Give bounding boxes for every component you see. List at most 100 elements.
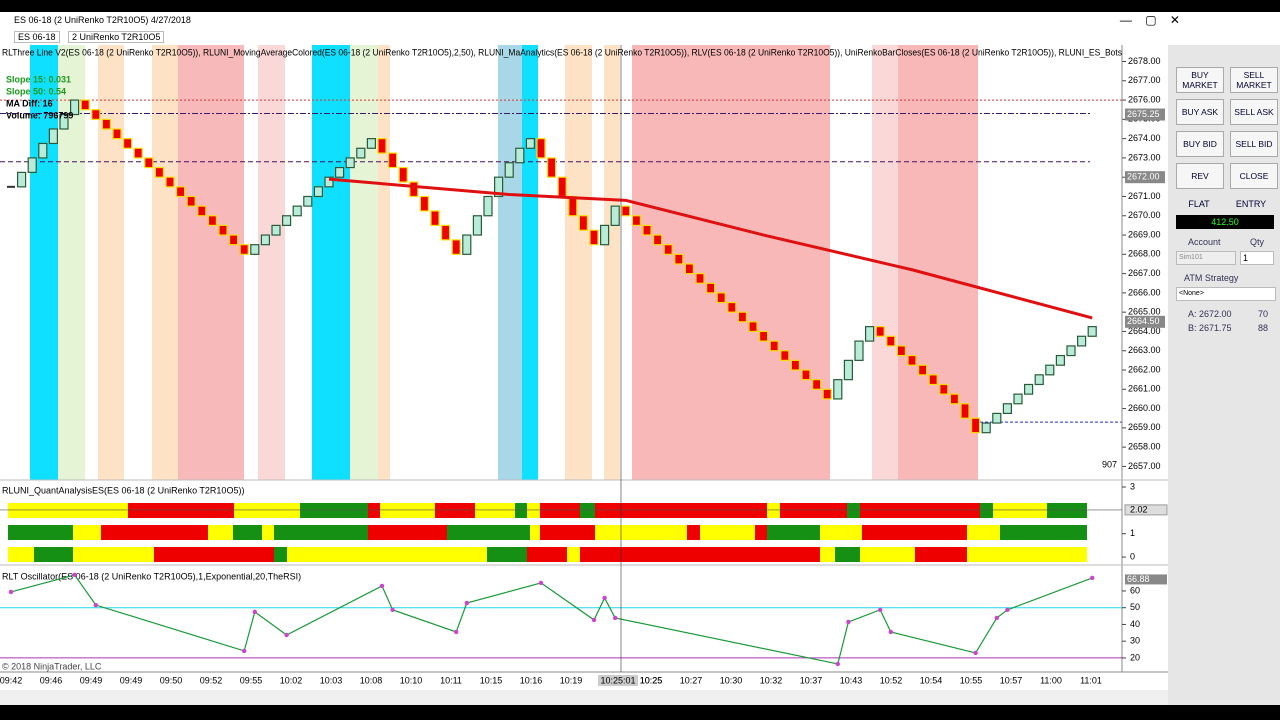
renko-brick (409, 181, 419, 198)
order-button[interactable]: BUY BID (1176, 131, 1224, 157)
panel-title: RLUNI_QuantAnalysisES(ES 06-18 (2 UniRen… (2, 485, 244, 495)
x-tick-label: 10:19 (560, 675, 583, 685)
renko-brick (1013, 393, 1023, 405)
state-cell (767, 525, 820, 540)
background-band (378, 45, 390, 480)
oscillator-point (538, 580, 544, 586)
instrument-selector[interactable]: ES 06-18 (14, 31, 60, 43)
order-button[interactable]: SELL ASK (1230, 99, 1278, 125)
renko-brick (875, 326, 885, 337)
renko-brick (356, 147, 366, 159)
renko-brick (27, 157, 37, 173)
renko-brick (589, 229, 599, 246)
y-tick-label: 2676.00 (1128, 94, 1161, 104)
state-cell (8, 503, 128, 518)
y-tick-label: 2665.00 (1128, 307, 1161, 317)
x-tick-label: 10:32 (760, 675, 783, 685)
y-tick-label: 2662.00 (1128, 364, 1161, 374)
entry-button[interactable]: ENTRY (1235, 199, 1267, 209)
renko-brick (928, 374, 938, 386)
bid-price: B: 2671.75 (1188, 323, 1232, 333)
renko-brick (822, 388, 832, 400)
renko-brick (59, 113, 69, 130)
y-tick-label: 2657.00 (1128, 461, 1161, 471)
oscillator-point (994, 615, 999, 621)
order-button[interactable]: SELL BID (1230, 131, 1278, 157)
renko-brick (282, 215, 292, 226)
qty-input[interactable]: 1 (1240, 251, 1274, 265)
renko-brick (599, 224, 610, 246)
oscillator-point (1005, 607, 1010, 613)
atm-label: ATM Strategy (1184, 273, 1239, 283)
state-cell (300, 503, 368, 518)
state-cell (274, 525, 368, 540)
crosshair-label: 10:25:01 (600, 675, 635, 685)
renko-brick (398, 166, 408, 183)
x-tick-label: 10:25 (640, 675, 663, 685)
renko-brick (843, 359, 854, 381)
y-tick-label: 2661.00 (1128, 384, 1161, 394)
oscillator-point (379, 583, 385, 589)
renko-brick (335, 166, 345, 178)
state-cell (34, 547, 73, 562)
renko-brick (122, 138, 133, 149)
y-tick-label: 3 (1130, 481, 1135, 491)
background-band (632, 45, 830, 480)
y-tick-label: 2669.00 (1128, 229, 1161, 239)
oscillator-point (613, 615, 618, 621)
order-button[interactable]: SELL MARKET (1230, 67, 1278, 93)
title-bar: ES 06-18 (2 UniRenko T2R10O5) 4/27/2018 … (0, 12, 1280, 29)
y-tick-label: 2674.00 (1128, 133, 1161, 143)
order-button[interactable]: BUY MARKET (1176, 67, 1224, 93)
x-tick-label: 10:55 (960, 675, 983, 685)
state-cell (980, 503, 993, 518)
scroll-bar[interactable] (0, 690, 1168, 705)
bar-type-selector[interactable]: 2 UniRenko T2R10O5 (68, 31, 165, 43)
window-controls[interactable]: — ▢ ✕ (1119, 13, 1180, 27)
renko-brick (239, 244, 249, 255)
y-tick-label: 2660.00 (1128, 403, 1161, 413)
renko-brick (748, 321, 758, 333)
order-button[interactable]: REV (1176, 163, 1224, 189)
price-tag (1125, 171, 1165, 184)
renko-brick (716, 292, 726, 304)
qty-label: Qty (1250, 237, 1265, 247)
renko-brick (695, 273, 705, 284)
order-button[interactable]: BUY ASK (1176, 99, 1224, 125)
background-band (565, 45, 592, 480)
flat-button[interactable]: FLAT (1188, 199, 1210, 209)
order-button[interactable]: CLOSE (1230, 163, 1278, 189)
oscillator-point (8, 589, 14, 595)
background-band (312, 45, 350, 480)
state-cell (530, 525, 540, 540)
account-select[interactable]: Sim101 (1176, 251, 1236, 265)
chart: 2678.002677.002676.002675.002674.002673.… (0, 45, 1168, 690)
renko-brick (154, 166, 164, 178)
renko-brick (833, 379, 843, 400)
pnl: 412.50 (1176, 215, 1274, 229)
x-tick-label: 10:02 (280, 675, 303, 685)
renko-brick (801, 369, 811, 381)
y-tick-label: 40 (1130, 619, 1140, 629)
value-tag-label: 2.02 (1130, 504, 1148, 514)
y-tick-label: 2673.00 (1128, 152, 1161, 162)
atm-select[interactable]: <None> (1176, 287, 1276, 301)
x-tick-label: 10:16 (520, 675, 543, 685)
renko-brick (896, 345, 907, 357)
renko-brick (568, 195, 578, 217)
renko-brick (260, 234, 270, 246)
y-tick-label: 2678.00 (1128, 56, 1161, 66)
overlay-text: Volume: 796799 (6, 110, 73, 120)
renko-brick (472, 215, 482, 236)
state-cell (687, 525, 700, 540)
renko-brick (917, 364, 928, 376)
y-tick-label: 2670.00 (1128, 210, 1161, 220)
oscillator-point (390, 607, 395, 613)
window-title: ES 06-18 (2 UniRenko T2R10O5) 4/27/2018 (14, 15, 191, 25)
renko-brick (38, 142, 48, 159)
oscillator-point (284, 632, 289, 638)
y-tick-label: 2667.00 (1128, 268, 1161, 278)
background-band (498, 45, 522, 480)
renko-brick (1055, 354, 1066, 366)
overlay-text: MA Diff: 16 (6, 98, 53, 108)
